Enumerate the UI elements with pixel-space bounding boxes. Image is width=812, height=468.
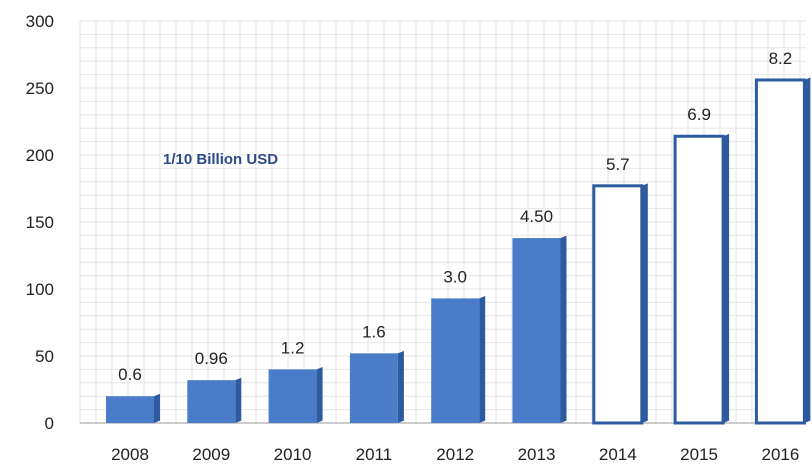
data-label: 1.6 — [362, 322, 386, 341]
bar-2009 — [187, 377, 242, 423]
bar-face — [431, 298, 480, 423]
bar-face — [187, 380, 236, 423]
y-tick-label: 300 — [26, 12, 54, 31]
y-tick-label: 50 — [35, 347, 54, 366]
data-label: 1.2 — [281, 338, 305, 357]
bar-face — [673, 134, 725, 425]
unit-annotation: 1/10 Billion USD — [163, 151, 278, 168]
data-label: 8.2 — [769, 49, 793, 68]
x-tick-label: 2008 — [111, 445, 149, 464]
y-tick-label: 200 — [26, 146, 54, 165]
y-tick-label: 100 — [26, 280, 54, 299]
x-tick-label: 2014 — [599, 445, 637, 464]
bar-face — [592, 184, 644, 425]
bar-2012 — [431, 295, 486, 423]
x-tick-label: 2013 — [518, 445, 556, 464]
bar-2008 — [106, 393, 160, 423]
bar-side — [479, 295, 486, 423]
bar-side — [397, 350, 404, 423]
bar-2010 — [268, 367, 323, 423]
bar-2016 — [754, 77, 811, 425]
bar-face — [106, 396, 154, 423]
y-tick-label: 150 — [26, 213, 54, 232]
bar-2013 — [512, 235, 567, 423]
bar-face — [268, 369, 317, 423]
bars — [106, 77, 811, 425]
y-tick-label: 250 — [26, 79, 54, 98]
bar-side — [560, 235, 567, 423]
data-labels: 0.6 0.96 1.2 1.6 3.0 4.50 5.7 6.9 8.2 — [118, 49, 792, 384]
bar-2014 — [592, 183, 648, 425]
x-tick-label: 2016 — [761, 445, 799, 464]
bar-face — [349, 353, 398, 423]
x-tick-label: 2015 — [680, 445, 718, 464]
data-label: 3.0 — [443, 267, 467, 286]
data-label: 0.6 — [118, 365, 142, 384]
data-label: 5.7 — [606, 155, 630, 174]
data-label: 0.96 — [195, 349, 228, 368]
bar-side — [316, 367, 323, 423]
bar-face — [512, 238, 561, 423]
bar-2015 — [673, 133, 730, 425]
x-tick-label: 2012 — [436, 445, 474, 464]
bar-2011 — [349, 350, 404, 423]
bar-side — [235, 377, 242, 423]
y-tick-label: 0 — [45, 414, 54, 433]
data-label: 6.9 — [687, 105, 711, 124]
x-tick-label: 2010 — [274, 445, 312, 464]
bar-face — [754, 78, 806, 425]
data-label: 4.50 — [520, 207, 553, 226]
x-tick-label: 2009 — [192, 445, 230, 464]
x-tick-label: 2011 — [356, 445, 393, 464]
bar-side — [154, 393, 160, 423]
